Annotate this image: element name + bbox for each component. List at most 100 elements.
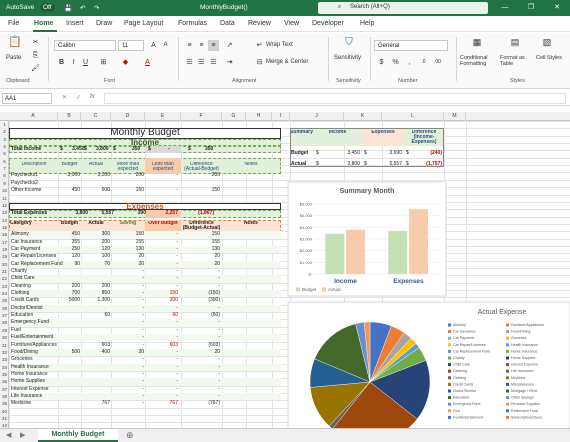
expense-category[interactable]: Car Repair/Licenses (11, 253, 57, 260)
income-diff[interactable]: 150 (211, 187, 220, 194)
format-table-icon[interactable]: ▤ (510, 37, 520, 47)
expense-diff[interactable]: - (218, 370, 220, 377)
borders-icon[interactable]: ⊞ (100, 59, 107, 66)
row-header-25[interactable]: 25 (1, 298, 7, 304)
summary-header[interactable]: Difference (Income-Expenses) (411, 130, 437, 146)
expense-saving[interactable]: 155 (135, 238, 144, 245)
row-header-35[interactable]: 35 (1, 371, 7, 377)
expense-header[interactable]: Over budget (148, 220, 178, 226)
expense-saving[interactable]: - (142, 297, 144, 304)
expense-over[interactable]: - (176, 231, 178, 238)
expense-actual[interactable]: 100 (101, 253, 110, 260)
expense-category[interactable]: Interest Expense (11, 385, 49, 392)
total-income-value[interactable]: 3,450 (72, 146, 85, 153)
expense-budget[interactable]: 700 (71, 290, 80, 297)
row-header-26[interactable]: 26 (1, 305, 7, 311)
menu-page-layout[interactable]: Page Layout (124, 20, 164, 27)
expense-category[interactable]: Life Insurance (11, 392, 43, 399)
expense-over[interactable]: - (176, 253, 178, 260)
column-header-H[interactable]: H (246, 112, 272, 121)
currency-symbol[interactable]: $ (316, 150, 319, 157)
expense-actual[interactable]: 200 (101, 238, 110, 245)
expense-category[interactable]: Car Insurance (11, 238, 43, 245)
income-header[interactable]: Notes (244, 161, 258, 167)
total-income-value[interactable]: $ (84, 146, 87, 153)
expense-category[interactable]: Home Insurance (11, 370, 48, 377)
expense-saving[interactable]: - (142, 400, 144, 407)
expense-actual[interactable]: 400 (101, 348, 110, 355)
row-header-3[interactable]: 3 (3, 136, 6, 142)
row-header-20[interactable]: 20 (1, 261, 7, 267)
merge-center-label[interactable]: Merge & Center (266, 59, 309, 65)
income-description[interactable]: Other Income (11, 187, 42, 194)
row-header-24[interactable]: 24 (1, 291, 7, 297)
expense-header[interactable]: Saving (119, 220, 137, 226)
expense-over[interactable]: - (176, 260, 178, 267)
menu-review[interactable]: Review (248, 20, 271, 27)
merge-icon[interactable]: ⊟ (256, 59, 263, 66)
expense-over[interactable]: 767 (169, 400, 178, 407)
wrap-text-label[interactable]: Wrap Text (266, 42, 293, 48)
expense-saving[interactable]: - (142, 275, 144, 282)
expense-category[interactable]: Furniture/Appliances (11, 341, 57, 348)
income-less[interactable]: - (176, 172, 178, 179)
paste-label[interactable]: Paste (6, 55, 22, 61)
expense-saving[interactable]: - (142, 363, 144, 370)
expense-budget[interactable]: 355 (71, 238, 80, 245)
align-bottom-icon[interactable]: ≡ (208, 40, 219, 51)
row-header-32[interactable]: 32 (1, 349, 7, 355)
row-header-5[interactable]: 5 (3, 151, 6, 157)
expense-category[interactable]: Cleaning (11, 282, 31, 289)
expense-over[interactable]: 150 (169, 290, 178, 297)
undo-icon[interactable]: ↶ (80, 5, 86, 12)
expense-diff[interactable]: - (218, 356, 220, 363)
expense-over[interactable]: - (176, 356, 178, 363)
row-header-34[interactable]: 34 (1, 364, 7, 370)
expense-over[interactable]: - (176, 326, 178, 333)
expense-saving[interactable]: - (142, 319, 144, 326)
expense-actual[interactable]: 200 (101, 282, 110, 289)
row-header-19[interactable]: 19 (1, 254, 7, 260)
expense-diff[interactable]: - (218, 334, 220, 341)
expense-diff[interactable]: - (218, 326, 220, 333)
expense-category[interactable]: Child Care (11, 275, 35, 282)
name-box[interactable]: AA1 (2, 93, 52, 104)
row-header-22[interactable]: 22 (1, 276, 7, 282)
income-header[interactable]: Description (21, 161, 47, 167)
cell-styles-label[interactable]: Cell Styles (536, 55, 562, 61)
row-header-4[interactable]: 4 (3, 144, 6, 150)
expense-budget[interactable]: 450 (71, 231, 80, 238)
row-header-16[interactable]: 16 (1, 232, 7, 238)
expense-header[interactable]: Category (10, 220, 32, 226)
expense-actual[interactable]: 603 (101, 341, 110, 348)
decrease-decimal-icon[interactable]: .00 (434, 59, 441, 65)
expense-saving[interactable]: - (142, 370, 144, 377)
cancel-icon[interactable]: ✕ (62, 95, 68, 101)
expense-saving[interactable]: 20 (138, 260, 144, 267)
expense-diff[interactable]: - (218, 392, 220, 399)
expense-saving[interactable]: 150 (135, 231, 144, 238)
expense-category[interactable]: Car Payment (11, 245, 41, 252)
number-format-box[interactable]: General (374, 40, 448, 51)
column-header-C[interactable]: C (81, 112, 111, 121)
menu-help[interactable]: Help (360, 20, 375, 27)
expense-diff[interactable]: - (218, 385, 220, 392)
column-header-B[interactable]: B (58, 112, 81, 121)
menu-developer[interactable]: Developer (312, 20, 344, 27)
row-header-7[interactable]: 7 (3, 166, 6, 172)
expense-header[interactable]: Budget (60, 220, 79, 226)
expense-category[interactable]: Health Insurance (11, 363, 49, 370)
expense-saving[interactable]: - (142, 282, 144, 289)
expense-category[interactable]: Doctor/Dentist (11, 304, 43, 311)
expense-diff[interactable]: - (218, 378, 220, 385)
align-middle-icon[interactable]: ≡ (199, 42, 204, 49)
expense-category[interactable]: Food/Dining (11, 348, 38, 355)
orientation-icon[interactable]: ↗ (226, 42, 233, 49)
expense-header[interactable]: Notes (244, 220, 258, 226)
total-income-value[interactable]: $ (148, 146, 151, 153)
comma-icon[interactable]: , (408, 59, 411, 66)
expense-diff[interactable]: - (218, 282, 220, 289)
formula-input[interactable] (104, 93, 566, 104)
expense-actual[interactable]: 300 (101, 231, 110, 238)
row-header-28[interactable]: 28 (1, 320, 7, 326)
